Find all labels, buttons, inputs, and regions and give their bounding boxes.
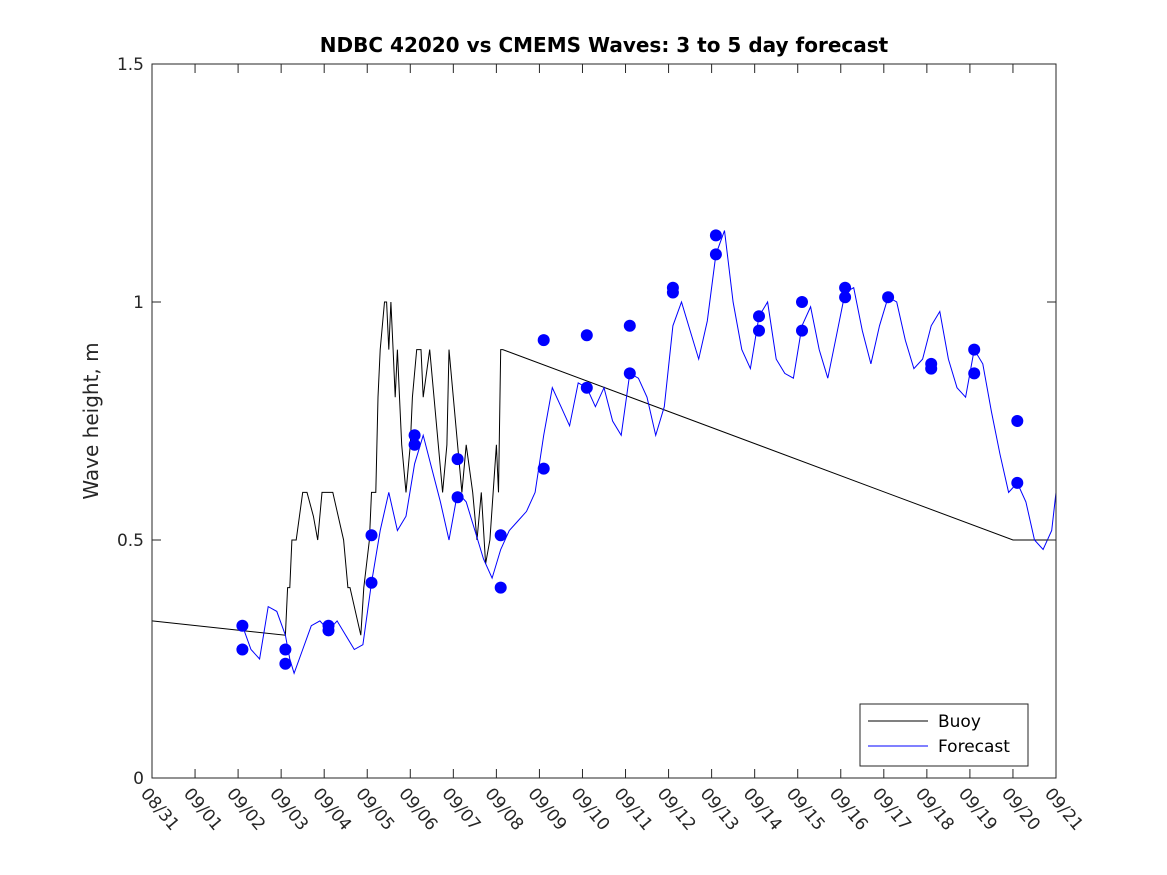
plot-area [152, 64, 1056, 778]
forecast-marker [968, 343, 981, 356]
forecast-marker [925, 362, 938, 375]
forecast-marker [451, 491, 464, 504]
y-tick-label: 1 [133, 293, 144, 313]
forecast-marker [236, 643, 249, 656]
forecast-marker [537, 462, 550, 475]
forecast-marker [839, 291, 852, 304]
forecast-marker [408, 438, 421, 451]
y-tick-label: 1.5 [117, 55, 144, 75]
forecast-marker [1011, 476, 1024, 489]
forecast-marker [537, 334, 550, 347]
forecast-marker [365, 529, 378, 542]
forecast-marker [1011, 415, 1024, 427]
forecast-marker [709, 229, 722, 242]
forecast-marker [236, 619, 249, 632]
forecast-marker [494, 581, 507, 594]
marker-layer [236, 229, 1024, 670]
y-tick-label: 0.5 [117, 531, 144, 551]
forecast-marker [451, 453, 464, 466]
forecast-marker [322, 624, 335, 637]
forecast-marker [753, 324, 765, 337]
forecast-marker [279, 643, 292, 656]
legend-box [859, 703, 1029, 767]
forecast-marker [408, 429, 421, 442]
legend: Buoy Forecast [859, 703, 1029, 767]
forecast-marker [753, 310, 765, 323]
forecast-marker [623, 367, 636, 380]
forecast-marker [580, 381, 593, 394]
forecast-marker [796, 324, 808, 337]
forecast-marker [623, 319, 636, 332]
axes-box [151, 63, 1057, 779]
legend-forecast-label: Forecast [938, 737, 1010, 757]
series-line-buoy [151, 301, 1056, 636]
chart-title: NDBC 42020 vs CMEMS Waves: 3 to 5 day fo… [320, 33, 889, 57]
forecast-marker [796, 296, 808, 308]
forecast-marker [580, 329, 593, 342]
y-tick-label: 0 [133, 769, 144, 789]
forecast-marker [709, 248, 722, 261]
forecast-marker [279, 657, 292, 670]
forecast-marker [666, 286, 679, 299]
y-axis-label: Wave height, m [79, 342, 103, 499]
forecast-marker [365, 576, 378, 589]
forecast-marker [494, 529, 507, 542]
forecast-marker [968, 367, 981, 380]
legend-buoy-label: Buoy [938, 712, 981, 732]
forecast-marker [839, 281, 852, 294]
forecast-marker [882, 291, 895, 304]
